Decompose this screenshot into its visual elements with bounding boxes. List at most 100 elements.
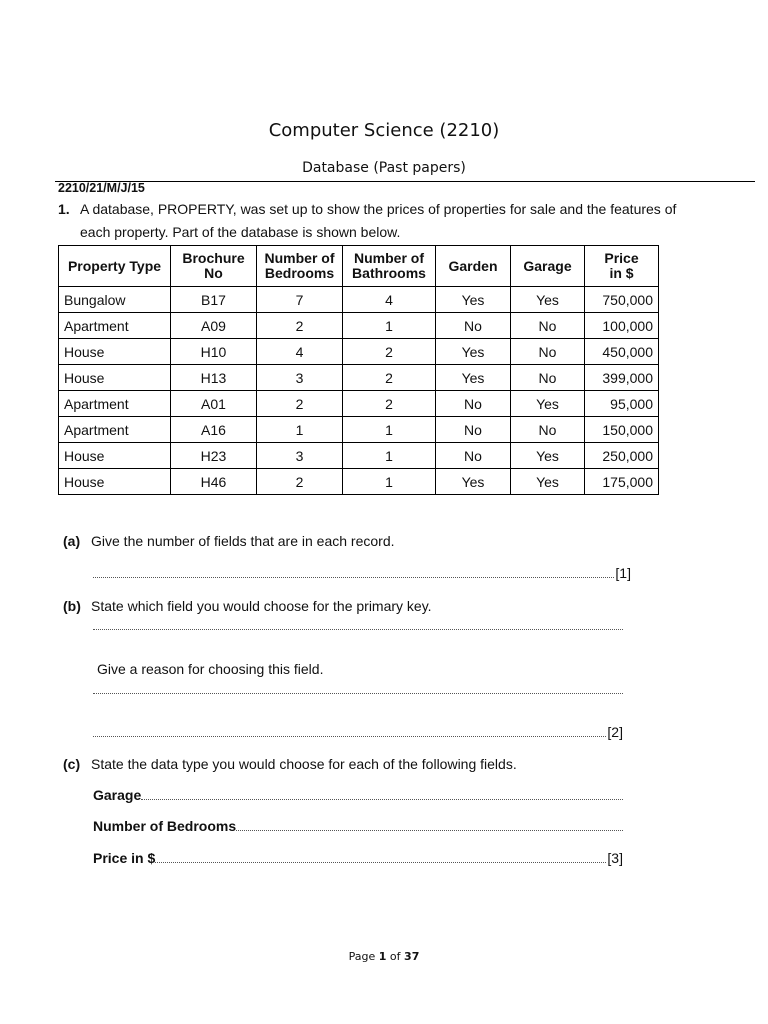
answer-line-b3[interactable]: [2] <box>93 724 623 740</box>
table-cell: A09 <box>170 312 257 339</box>
table-cell: No <box>510 416 585 443</box>
paper-code: 2210/21/M/J/15 <box>58 181 145 195</box>
document-title: Computer Science (2210) <box>268 120 500 141</box>
column-header: Property Type <box>58 245 171 287</box>
table-cell: Yes <box>510 442 585 469</box>
table-cell: 100,000 <box>584 312 659 339</box>
table-cell: House <box>58 468 171 495</box>
answer-line-price[interactable]: Price in $ [3] <box>93 850 623 866</box>
table-cell: 2 <box>342 364 436 391</box>
column-header-text: Bathrooms <box>352 265 426 281</box>
table-row: House H10 4 2 Yes No 450,000 <box>58 338 659 365</box>
table-cell: 750,000 <box>584 286 659 313</box>
table-cell: 175,000 <box>584 468 659 495</box>
question-line-1: A database, PROPERTY, was set up to show… <box>80 201 677 217</box>
question-text: 1. A database, PROPERTY, was set up to sh… <box>58 198 718 244</box>
table-cell: Yes <box>510 286 585 313</box>
property-table: Property Type Brochure No Number of Bedrooms… <box>58 245 659 495</box>
answer-line-bedrooms[interactable]: Number of Bedrooms <box>93 818 623 834</box>
table-cell: 150,000 <box>584 416 659 443</box>
table-cell: No <box>510 364 585 391</box>
answer-line-b2[interactable] <box>93 692 623 697</box>
table-cell: 7 <box>256 286 343 313</box>
table-cell: 3 <box>256 442 343 469</box>
table-cell: 2 <box>342 338 436 365</box>
document-subtitle: Database (Past papers) <box>302 160 466 176</box>
table-cell: No <box>435 442 511 469</box>
table-cell: No <box>435 390 511 417</box>
table-cell: 1 <box>342 416 436 443</box>
table-cell: Bungalow <box>58 286 171 313</box>
table-cell: H10 <box>170 338 257 365</box>
table-row: Apartment A09 2 1 No No 100,000 <box>58 312 659 339</box>
header-divider <box>55 181 755 182</box>
column-header: Brochure No <box>170 245 257 287</box>
table-cell: 250,000 <box>584 442 659 469</box>
column-header-text: Price <box>604 250 639 266</box>
table-cell: 1 <box>342 468 436 495</box>
part-c: (c) State the data type you would choose … <box>63 756 517 772</box>
question-line-2: each property. Part of the database is s… <box>80 224 401 240</box>
table-cell: No <box>435 416 511 443</box>
part-a-text: Give the number of fields that are in ea… <box>91 533 395 549</box>
column-header-text: Number of <box>354 250 424 266</box>
part-b-text: State which field you would choose for t… <box>91 598 432 614</box>
answer-line-b1[interactable] <box>93 628 623 633</box>
column-header-text: Bedrooms <box>264 265 335 281</box>
table-cell: 2 <box>256 312 343 339</box>
part-a-label: (a) <box>63 533 81 549</box>
mark-c: [3] <box>607 850 623 866</box>
table-row: House H13 3 2 Yes No 399,000 <box>58 364 659 391</box>
column-header: Garage <box>510 245 585 287</box>
column-header: Price in $ <box>584 245 659 287</box>
table-cell: Apartment <box>58 390 171 417</box>
column-header-text: Property Type <box>67 257 162 274</box>
table-cell: Apartment <box>58 312 171 339</box>
table-cell: No <box>435 312 511 339</box>
answer-line-a[interactable]: [1] <box>93 565 631 581</box>
table-cell: House <box>58 338 171 365</box>
column-header: Number of Bathrooms <box>342 245 436 287</box>
part-b: (b) State which field you would choose fo… <box>63 598 432 614</box>
table-cell: Yes <box>510 390 585 417</box>
table-row: Apartment A01 2 2 No Yes 95,000 <box>58 390 659 417</box>
table-cell: 4 <box>256 338 343 365</box>
table-cell: 1 <box>342 312 436 339</box>
table-cell: Yes <box>510 468 585 495</box>
table-cell: A16 <box>170 416 257 443</box>
table-cell: 2 <box>256 468 343 495</box>
part-b-reason: Give a reason for choosing this field. <box>97 661 324 677</box>
answer-line-garage[interactable]: Garage <box>93 787 623 803</box>
page-prefix: Page <box>348 950 379 963</box>
column-header-text: Garage <box>523 257 572 274</box>
table-cell: No <box>510 312 585 339</box>
table-cell: 95,000 <box>584 390 659 417</box>
field-bedrooms-label: Number of Bedrooms <box>93 818 237 834</box>
table-cell: 2 <box>342 390 436 417</box>
table-row: Bungalow B17 7 4 Yes Yes 750,000 <box>58 286 659 313</box>
table-row: House H23 3 1 No Yes 250,000 <box>58 442 659 469</box>
part-a: (a) Give the number of fields that are in… <box>63 533 395 549</box>
part-b-label: (b) <box>63 598 81 614</box>
field-price-label: Price in $ <box>93 850 156 866</box>
table-row: Apartment A16 1 1 No No 150,000 <box>58 416 659 443</box>
table-cell: 3 <box>256 364 343 391</box>
page-total: 37 <box>404 950 420 963</box>
table-cell: House <box>58 442 171 469</box>
column-header-text: Brochure <box>182 250 245 266</box>
column-header: Garden <box>435 245 511 287</box>
table-cell: Yes <box>435 468 511 495</box>
page-current: 1 <box>378 950 387 963</box>
table-cell: 1 <box>256 416 343 443</box>
table-cell: 4 <box>342 286 436 313</box>
table-cell: Yes <box>435 364 511 391</box>
table-cell: 1 <box>342 442 436 469</box>
table-cell: Yes <box>435 338 511 365</box>
field-garage-label: Garage <box>93 787 142 803</box>
table-cell: 399,000 <box>584 364 659 391</box>
column-header-text: Garden <box>448 257 498 274</box>
table-cell: House <box>58 364 171 391</box>
table-row: House H46 2 1 Yes Yes 175,000 <box>58 468 659 495</box>
table-cell: 2 <box>256 390 343 417</box>
column-header-text: Number of <box>264 250 335 266</box>
